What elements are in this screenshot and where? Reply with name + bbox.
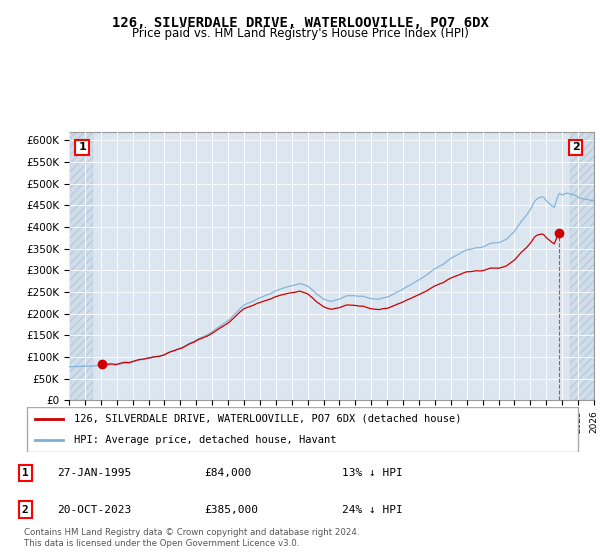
Text: 27-JAN-1995: 27-JAN-1995 (57, 468, 131, 478)
Text: 2: 2 (22, 505, 29, 515)
Text: 24% ↓ HPI: 24% ↓ HPI (342, 505, 403, 515)
Text: 126, SILVERDALE DRIVE, WATERLOOVILLE, PO7 6DX: 126, SILVERDALE DRIVE, WATERLOOVILLE, PO… (112, 16, 488, 30)
Text: 1: 1 (78, 142, 86, 152)
Bar (570, 132, 594, 400)
Text: 2: 2 (572, 142, 580, 152)
Text: 20-OCT-2023: 20-OCT-2023 (57, 505, 131, 515)
Text: Contains HM Land Registry data © Crown copyright and database right 2024.
This d: Contains HM Land Registry data © Crown c… (24, 528, 359, 548)
Text: HPI: Average price, detached house, Havant: HPI: Average price, detached house, Hava… (74, 435, 337, 445)
Text: Price paid vs. HM Land Registry's House Price Index (HPI): Price paid vs. HM Land Registry's House … (131, 27, 469, 40)
Text: 126, SILVERDALE DRIVE, WATERLOOVILLE, PO7 6DX (detached house): 126, SILVERDALE DRIVE, WATERLOOVILLE, PO… (74, 414, 462, 424)
Text: 1: 1 (22, 468, 29, 478)
FancyBboxPatch shape (27, 408, 578, 451)
Text: £84,000: £84,000 (204, 468, 251, 478)
Text: £385,000: £385,000 (204, 505, 258, 515)
Text: 13% ↓ HPI: 13% ↓ HPI (342, 468, 403, 478)
Bar (69, 132, 93, 400)
